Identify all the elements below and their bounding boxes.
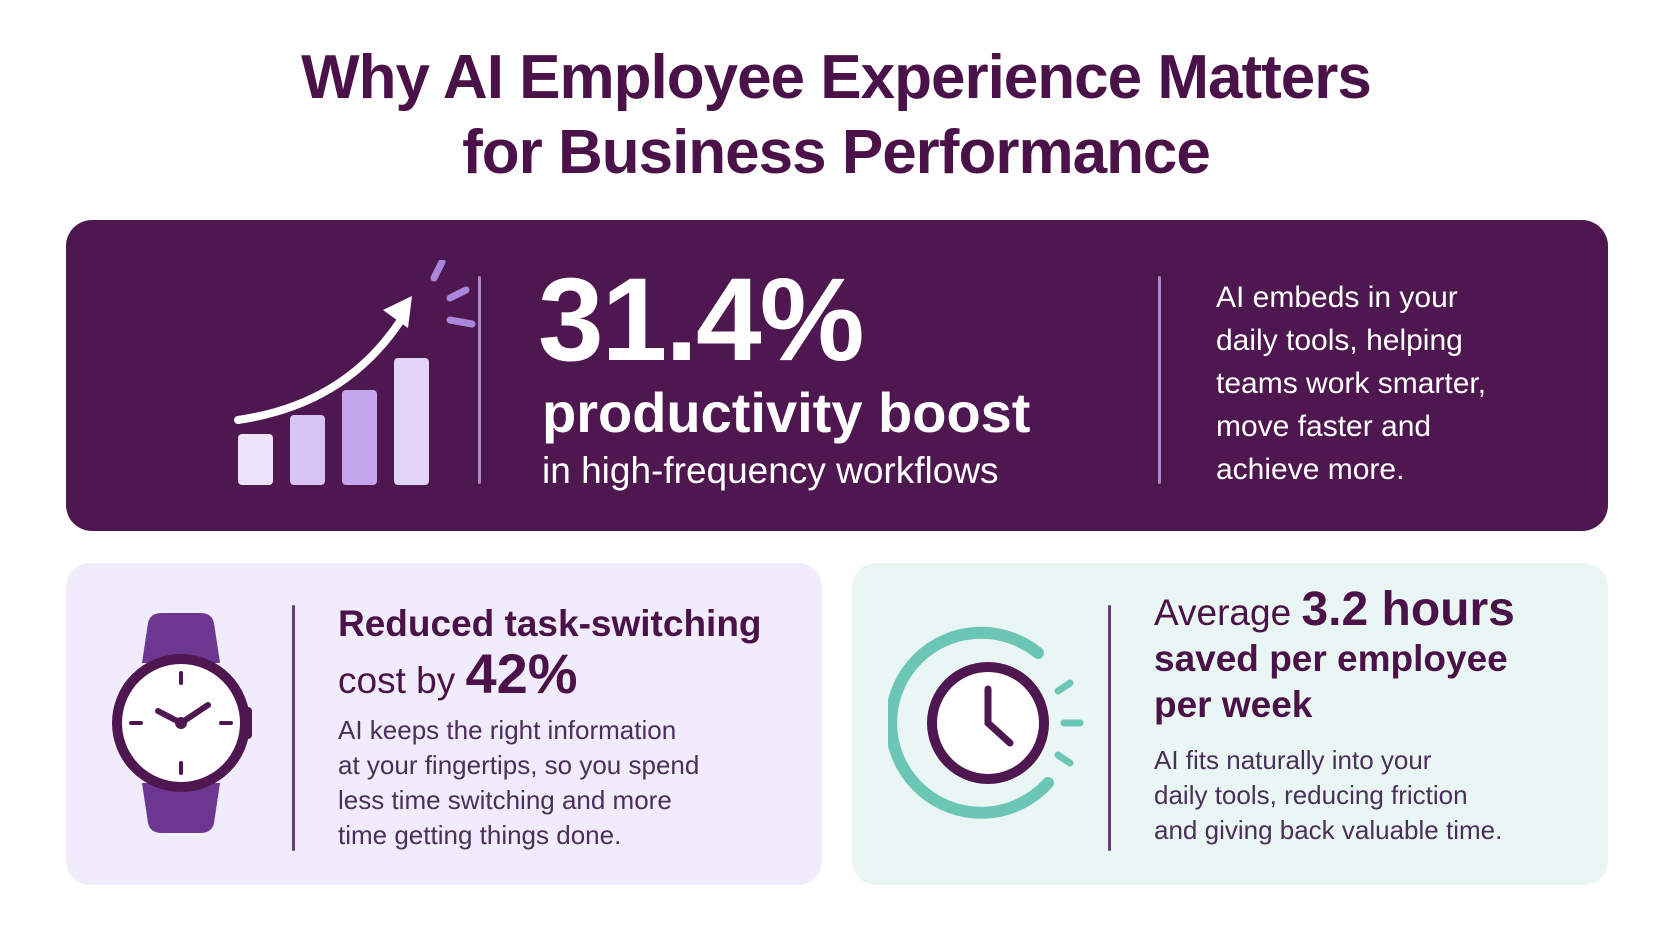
divider-left bbox=[478, 276, 481, 484]
task-switching-card: Reduced task-switching cost by 42% AI ke… bbox=[66, 563, 822, 885]
productivity-label: productivity boost bbox=[542, 381, 1031, 444]
productivity-description-line: teams work smarter, bbox=[1216, 367, 1487, 400]
time-saved-description-line: daily tools, reducing friction bbox=[1154, 780, 1468, 810]
productivity-description-line: achieve more. bbox=[1216, 453, 1405, 486]
page-title: Why AI Employee Experience Matters for B… bbox=[0, 40, 1672, 190]
divider-right bbox=[1158, 276, 1161, 484]
page-title-line-1: Why AI Employee Experience Matters bbox=[301, 43, 1372, 112]
productivity-description-line: daily tools, helping bbox=[1216, 324, 1463, 357]
time-saved-card: Average 3.2 hours saved per employee per… bbox=[852, 563, 1608, 885]
productivity-description-line: move faster and bbox=[1216, 410, 1432, 443]
productivity-card: 31.4% productivity boost in high-frequen… bbox=[66, 220, 1608, 531]
time-saved-heading: Average 3.2 hours saved per employee per… bbox=[1154, 586, 1584, 728]
task-switching-description-line: AI keeps the right information bbox=[338, 715, 677, 745]
wristwatch-icon bbox=[112, 613, 252, 833]
task-switching-description-line: less time switching and more bbox=[338, 785, 672, 815]
task-switching-stat: 42% bbox=[465, 642, 578, 705]
time-saved-heading-line-3: per week bbox=[1154, 684, 1313, 725]
productivity-stat: 31.4% bbox=[538, 254, 865, 386]
productivity-sublabel: in high-frequency workflows bbox=[542, 450, 999, 491]
time-saved-heading-prefix: Average bbox=[1154, 592, 1292, 633]
task-switching-description: AI keeps the right information at your f… bbox=[338, 713, 778, 853]
task-switching-divider bbox=[292, 605, 295, 851]
clock-icon bbox=[888, 626, 1084, 819]
page-title-line-2: for Business Performance bbox=[462, 118, 1211, 187]
task-switching-heading-line-1: Reduced task-switching bbox=[338, 603, 762, 644]
growth-chart-icon bbox=[234, 260, 476, 485]
productivity-description-line: AI embeds in your bbox=[1216, 281, 1458, 314]
time-saved-description-line: and giving back valuable time. bbox=[1154, 815, 1503, 845]
time-saved-divider bbox=[1108, 605, 1111, 851]
productivity-description: AI embeds in your daily tools, helping t… bbox=[1216, 276, 1576, 491]
task-switching-heading-prefix: cost by bbox=[338, 660, 456, 701]
time-saved-description-line: AI fits naturally into your bbox=[1154, 745, 1432, 775]
task-switching-description-line: at your fingertips, so you spend bbox=[338, 750, 700, 780]
time-saved-stat: 3.2 hours bbox=[1301, 583, 1515, 636]
task-switching-description-line: time getting things done. bbox=[338, 820, 622, 850]
time-saved-heading-line-2: saved per employee bbox=[1154, 638, 1508, 679]
task-switching-heading: Reduced task-switching cost by 42% bbox=[338, 599, 798, 706]
time-saved-description: AI fits naturally into your daily tools,… bbox=[1154, 743, 1574, 848]
